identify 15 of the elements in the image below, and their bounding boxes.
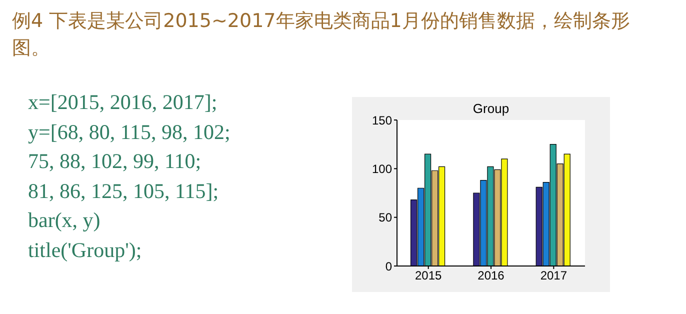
text: title('Group'); [28, 236, 143, 264]
chart-title: Group [472, 101, 510, 116]
y-tick-label: 100 [372, 162, 392, 176]
y-tick-label: 150 [372, 113, 392, 128]
text: 81, 86, 125, 105, 115]; [28, 178, 220, 204]
text: 例4 下表是某公司2015~2017年家电类商品1月份的销售数据，绘制条形图。 [11, 9, 631, 61]
x-tick-label: 2015 [414, 268, 442, 283]
text: y=[68, 80, 115, 98, 102; [28, 118, 230, 146]
text: 75, 88, 102, 99, 110; [28, 148, 202, 175]
x-tick-label: 2017 [540, 268, 568, 283]
y-tick-label: 50 [378, 210, 392, 225]
x-tick-label: 2016 [478, 268, 505, 283]
text: bar(x, y) [28, 207, 102, 234]
text: x=[2015, 2016, 2017]; [28, 89, 218, 116]
y-tick-label: 0 [385, 259, 392, 274]
